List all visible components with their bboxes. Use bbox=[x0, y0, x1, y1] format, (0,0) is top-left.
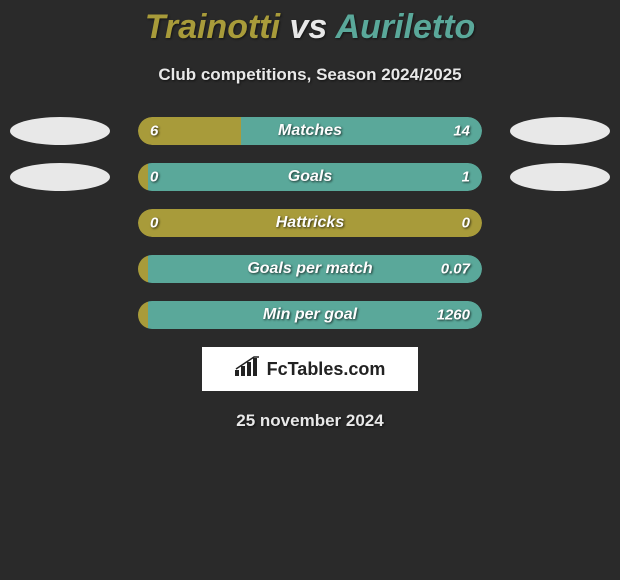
vs-text: vs bbox=[290, 8, 328, 46]
subtitle: Club competitions, Season 2024/2025 bbox=[0, 65, 620, 85]
stat-bar: Min per goal1260 bbox=[138, 301, 482, 329]
stat-bar: Hattricks00 bbox=[138, 209, 482, 237]
stat-row: Min per goal1260 bbox=[0, 301, 620, 329]
player1-name: Trainotti bbox=[145, 8, 280, 46]
bar-segment-left bbox=[138, 301, 148, 329]
bar-segment-right bbox=[148, 255, 482, 283]
stat-bar: Goals per match0.07 bbox=[138, 255, 482, 283]
bar-segment-left bbox=[138, 117, 241, 145]
bar-segment-right bbox=[241, 117, 482, 145]
stat-row: Matches614 bbox=[0, 117, 620, 145]
player2-name: Auriletto bbox=[336, 8, 476, 46]
brand-text: FcTables.com bbox=[267, 359, 386, 380]
player2-marker bbox=[510, 117, 610, 145]
bar-segment-left bbox=[138, 255, 148, 283]
bar-segment-left bbox=[138, 163, 148, 191]
stat-bar: Matches614 bbox=[138, 117, 482, 145]
bar-segment-right bbox=[148, 301, 482, 329]
brand-badge: FcTables.com bbox=[202, 347, 418, 391]
player1-marker bbox=[10, 163, 110, 191]
bar-segment-right bbox=[148, 163, 482, 191]
stats-chart: Matches614 Goals01 Hattricks00 Goals per ma… bbox=[0, 117, 620, 329]
comparison-title: Trainotti vs Auriletto bbox=[0, 0, 620, 47]
stat-row: Hattricks00 bbox=[0, 209, 620, 237]
player1-marker bbox=[10, 117, 110, 145]
stat-bar: Goals01 bbox=[138, 163, 482, 191]
stat-row: Goals01 bbox=[0, 163, 620, 191]
date-text: 25 november 2024 bbox=[0, 411, 620, 431]
bar-chart-icon bbox=[235, 356, 261, 383]
player2-marker bbox=[510, 163, 610, 191]
bar-segment-left bbox=[138, 209, 482, 237]
stat-row: Goals per match0.07 bbox=[0, 255, 620, 283]
